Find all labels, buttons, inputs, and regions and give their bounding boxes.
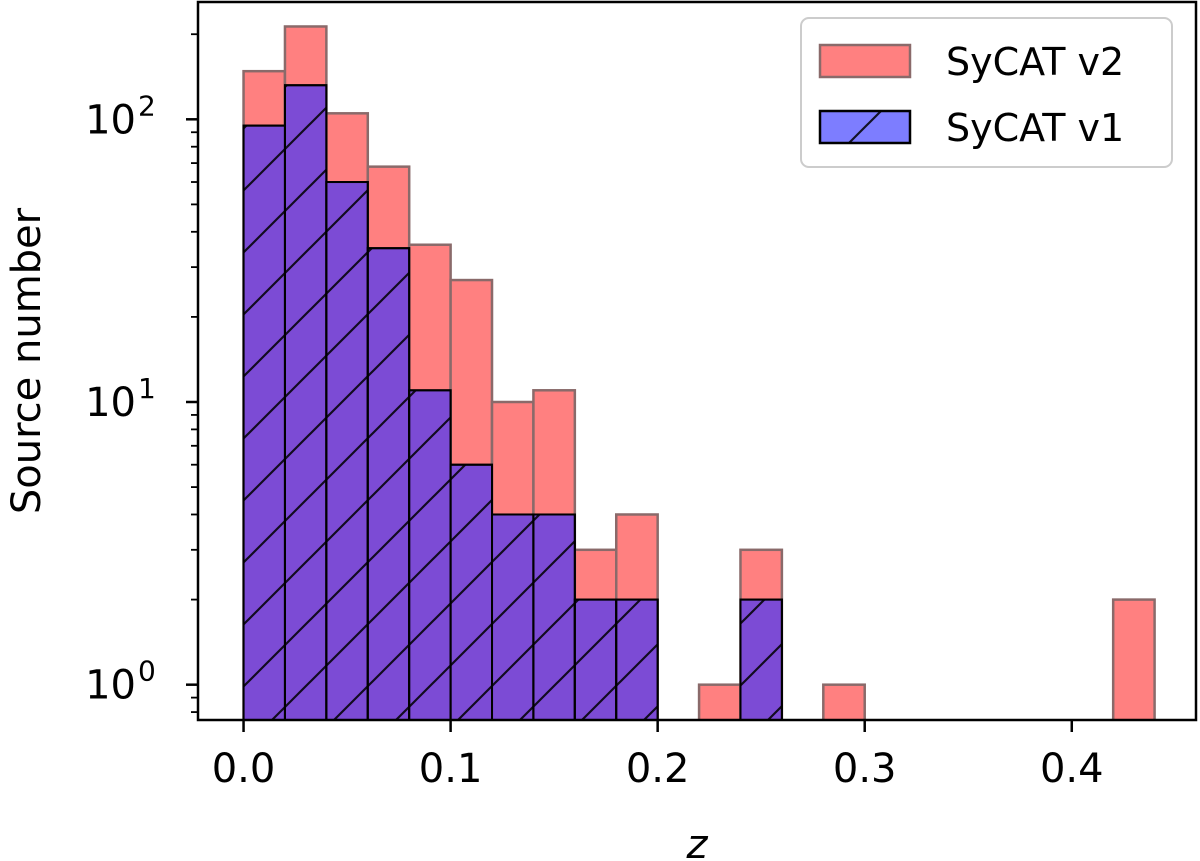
- y-tick-label: 10: [85, 663, 136, 709]
- sycat-v2-bar-12: [822, 683, 866, 720]
- legend-label-sycat-v1: SyCAT v1: [946, 106, 1124, 150]
- series-sycat-v1-bars: [242, 84, 783, 720]
- sycat-v2-bar-10: [697, 683, 742, 720]
- sycat-v1-bar-hatch-6: [491, 513, 535, 720]
- sycat-v1-bar-hatch-9: [615, 598, 659, 720]
- legend-label-sycat-v2: SyCAT v2: [946, 40, 1124, 84]
- x-tick-label: 0.4: [1040, 746, 1104, 792]
- sycat-v1-bar-hatch-10: [739, 598, 783, 720]
- sycat-v1-bar-hatch-5: [449, 463, 494, 720]
- legend-swatch-sycat-v2: [818, 43, 912, 79]
- sycat-v2-bar-13: [1111, 598, 1156, 720]
- sycat-v1-bar-hatch-8: [573, 598, 618, 720]
- plot-area-frame: [196, 0, 1198, 722]
- sycat-v1-bar-hatch-0: [242, 124, 286, 720]
- y-tick-label: 10: [85, 97, 136, 143]
- sycat-v1-bar-hatch-7: [532, 513, 576, 720]
- sycat-v1-bar-hatch-4: [408, 389, 452, 720]
- sycat-v1-bar-hatch-1: [283, 84, 328, 720]
- x-tick-label: 0.3: [833, 746, 897, 792]
- sycat-v1-bar-hatch-2: [325, 181, 369, 720]
- y-axis-title: Source number: [4, 207, 50, 514]
- x-axis-ticks: 0.0 0.1 0.2 0.3 0.4: [212, 720, 1104, 792]
- x-tick-label: 0.1: [419, 746, 483, 792]
- legend: SyCAT v2 SyCAT v1: [800, 17, 1173, 168]
- y-tick-exponent: 1: [138, 372, 156, 405]
- y-tick-exponent: 2: [138, 89, 156, 122]
- sycat-v1-bar-hatch-3: [366, 247, 411, 720]
- x-tick-label: 0.0: [212, 746, 276, 792]
- y-tick-exponent: 0: [138, 655, 156, 688]
- y-tick-label: 10: [85, 380, 136, 426]
- x-tick-label: 0.2: [626, 746, 690, 792]
- x-axis-title: z: [686, 822, 709, 861]
- legend-hatch-sycat-v1: [820, 111, 910, 143]
